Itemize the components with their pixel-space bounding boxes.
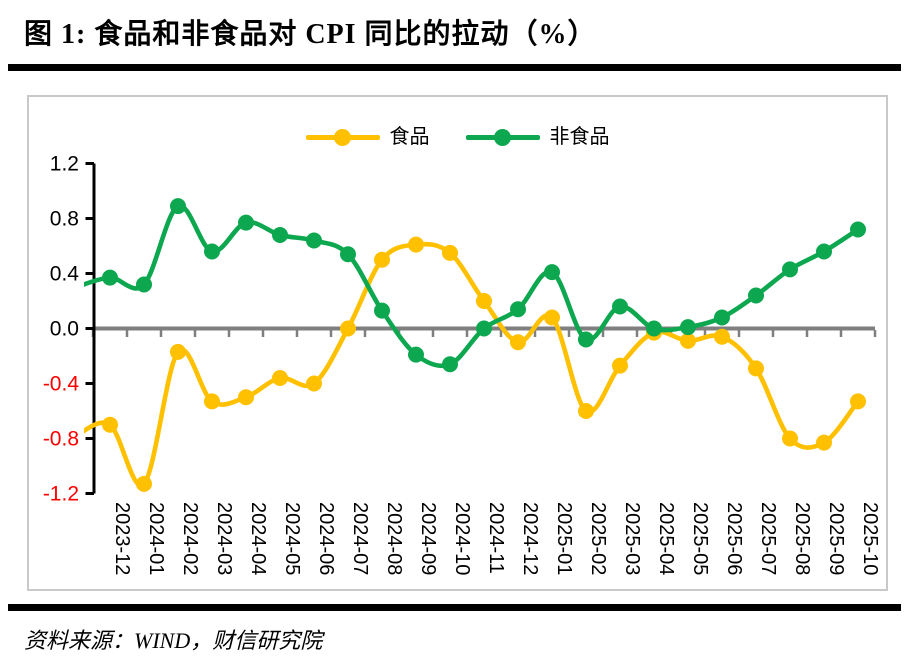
- nonfood-line-marker-swatch: [465, 128, 540, 146]
- legend-label-food: 食品: [389, 126, 430, 148]
- title-divider: [8, 64, 901, 71]
- legend-item-nonfood: 非食品: [465, 126, 610, 148]
- legend-item-food: 食品: [305, 126, 430, 148]
- figure-title: 图 1: 食品和非食品对 CPI 同比的拉动（%）: [24, 19, 597, 50]
- food-line-marker-swatch: [305, 128, 380, 146]
- chart-card: 食品 非食品: [27, 95, 888, 591]
- nonfood-dot-icon: [493, 128, 511, 146]
- footer-divider: [8, 604, 901, 611]
- food-dot-icon: [333, 128, 351, 146]
- chart-legend: 食品 非食品: [29, 127, 886, 147]
- source-note: 资料来源：WIND，财信研究院: [24, 628, 323, 653]
- legend-label-nonfood: 非食品: [549, 126, 610, 148]
